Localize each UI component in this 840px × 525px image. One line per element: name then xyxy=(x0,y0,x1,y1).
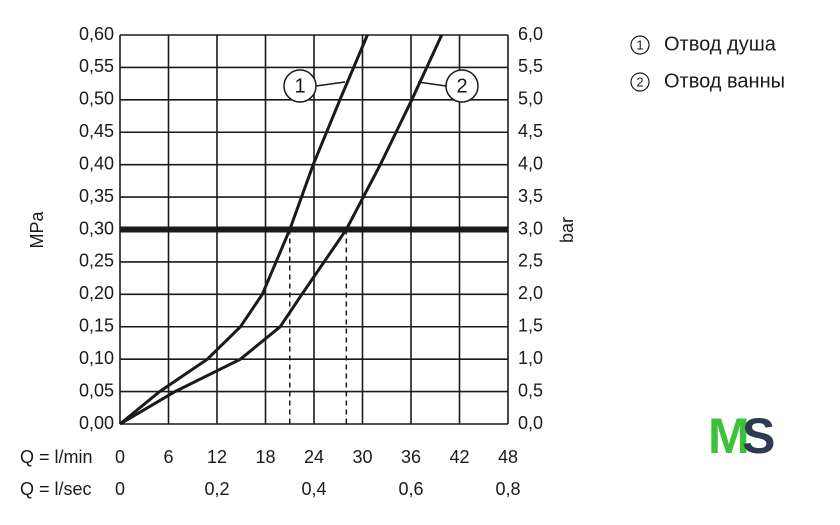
y2-tick-label: 0,5 xyxy=(518,380,543,400)
y-tick-label: 0,40 xyxy=(79,153,114,173)
legend-label: Отвод душа xyxy=(664,33,777,55)
legend-marker-label: 2 xyxy=(636,74,643,89)
y-tick-label: 0,15 xyxy=(79,316,114,336)
callout-label: 2 xyxy=(456,75,467,97)
y-tick-label: 0,00 xyxy=(79,413,114,433)
y2-tick-label: 2,0 xyxy=(518,283,543,303)
y2-tick-label: 0,0 xyxy=(518,413,543,433)
y2-tick-label: 3,0 xyxy=(518,218,543,238)
y-tick-label: 0,35 xyxy=(79,186,114,206)
y2-tick-label: 1,5 xyxy=(518,316,543,336)
y-tick-label: 0,50 xyxy=(79,89,114,109)
x-tick-label: 30 xyxy=(352,447,372,467)
logo-s: S xyxy=(742,408,775,464)
y-tick-label: 0,20 xyxy=(79,283,114,303)
legend-marker xyxy=(630,35,650,55)
y2-axis-label: bar xyxy=(557,217,577,243)
series-line xyxy=(119,34,444,426)
legend-label: Отвод ванны xyxy=(664,70,785,92)
y-tick-label: 0,10 xyxy=(79,348,114,368)
y2-tick-label: 5,0 xyxy=(518,89,543,109)
y-tick-label: 0,60 xyxy=(79,24,114,44)
callout-line xyxy=(417,81,447,87)
legend-marker-label: 1 xyxy=(636,37,643,52)
callout-label: 1 xyxy=(294,75,305,97)
y-tick-label: 0,05 xyxy=(79,380,114,400)
y-tick-label: 0,30 xyxy=(79,218,114,238)
x-tick-label: 12 xyxy=(207,447,227,467)
y2-tick-label: 4,0 xyxy=(518,153,543,173)
x2-axis-label: Q = l/sec xyxy=(20,479,92,499)
x-tick-label: 42 xyxy=(449,447,469,467)
y-axis-label: MPa xyxy=(27,211,47,249)
x2-tick-label: 0 xyxy=(115,479,125,499)
y2-tick-label: 3,5 xyxy=(518,186,543,206)
x-tick-label: 24 xyxy=(304,447,324,467)
y2-tick-label: 2,5 xyxy=(518,251,543,271)
callout-line xyxy=(315,81,346,87)
legend-marker xyxy=(630,72,650,92)
y2-tick-label: 5,5 xyxy=(518,56,543,76)
x-tick-label: 0 xyxy=(115,447,125,467)
y-tick-label: 0,45 xyxy=(79,121,114,141)
callout-circle xyxy=(283,69,317,103)
x2-tick-label: 0,6 xyxy=(398,479,423,499)
y2-tick-label: 1,0 xyxy=(518,348,543,368)
x-tick-label: 6 xyxy=(163,447,173,467)
y2-tick-label: 4,5 xyxy=(518,121,543,141)
x-axis-label: Q = l/min xyxy=(20,447,93,467)
callout-circle xyxy=(445,69,479,103)
y-tick-label: 0,55 xyxy=(79,56,114,76)
x2-tick-label: 0,8 xyxy=(495,479,520,499)
x-tick-label: 36 xyxy=(401,447,421,467)
x-tick-label: 48 xyxy=(498,447,518,467)
y2-tick-label: 6,0 xyxy=(518,24,543,44)
y-tick-label: 0,25 xyxy=(79,251,114,271)
x-tick-label: 18 xyxy=(255,447,275,467)
x2-tick-label: 0,4 xyxy=(301,479,326,499)
x2-tick-label: 0,2 xyxy=(204,479,229,499)
series-line xyxy=(119,34,369,426)
